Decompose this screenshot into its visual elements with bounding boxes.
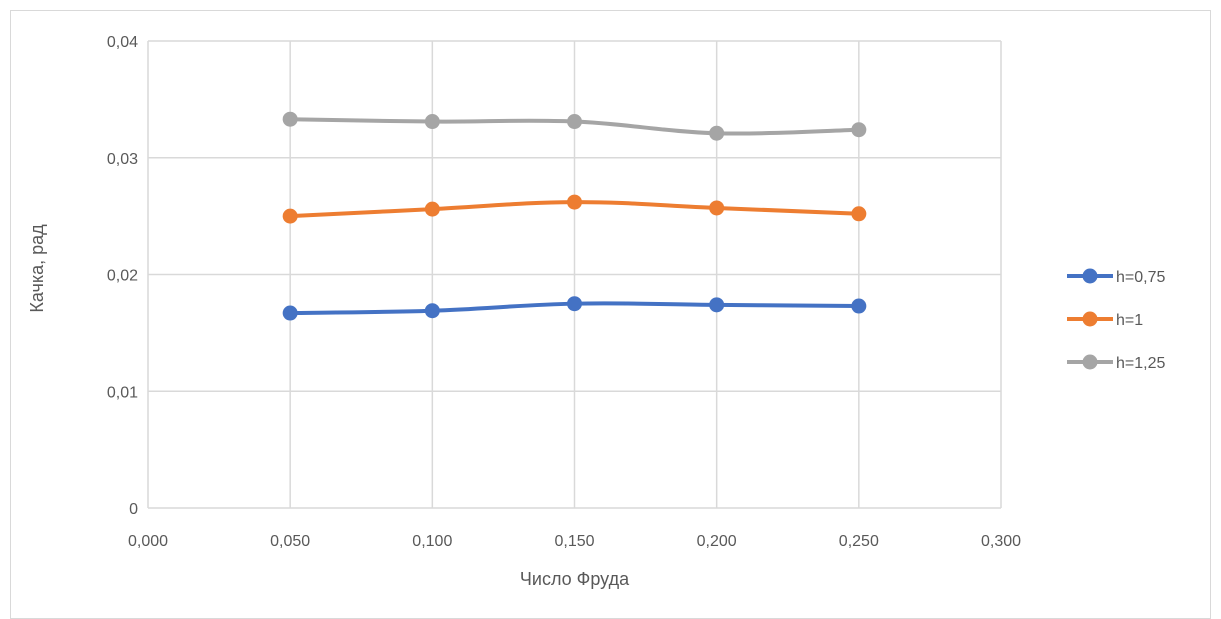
x-tick-label: 0,100: [412, 533, 452, 550]
grid: [147, 40, 1002, 509]
y-axis-title: Качка, рад: [27, 224, 47, 313]
legend-swatch-marker: [1082, 354, 1098, 370]
legend-swatch-marker: [1082, 268, 1098, 284]
legend-item: h=1: [1067, 311, 1143, 329]
x-tick-label: 0,150: [554, 533, 594, 550]
y-tick-label: 0,04: [107, 34, 138, 51]
y-tick-label: 0,02: [107, 268, 138, 285]
legend-item: h=0,75: [1067, 268, 1165, 286]
data-point: [567, 194, 582, 210]
data-point: [282, 111, 298, 127]
x-tick-label: 0,000: [128, 533, 168, 550]
data-point: [567, 296, 582, 312]
legend-swatch-marker: [1082, 311, 1098, 327]
y-tick-label: 0: [129, 501, 138, 518]
data-point: [282, 305, 298, 321]
series-3: [282, 111, 867, 141]
chart-frame: [10, 10, 1211, 619]
data-point: [851, 206, 867, 222]
legend-label: h=1: [1116, 312, 1143, 329]
data-point: [851, 122, 867, 138]
x-tick-label: 0,300: [981, 533, 1021, 550]
data-point: [282, 208, 298, 224]
series-layer: [282, 111, 867, 321]
x-tick-label: 0,050: [270, 533, 310, 550]
data-point: [709, 125, 725, 141]
x-tick-label: 0,250: [839, 533, 879, 550]
x-axis-ticks: 0,000 0,050 0,100 0,150 0,200 0,250 0,300: [128, 533, 1021, 550]
data-point: [424, 114, 440, 130]
y-tick-label: 0,03: [107, 151, 138, 168]
data-point: [424, 303, 440, 319]
data-point: [567, 114, 582, 130]
x-tick-label: 0,200: [697, 533, 737, 550]
data-point: [424, 201, 440, 217]
series-1: [282, 296, 867, 321]
legend-label: h=1,25: [1116, 355, 1165, 372]
legend: h=0,75 h=1 h=1,25: [1067, 268, 1165, 372]
data-point: [709, 297, 725, 313]
data-point: [709, 200, 725, 216]
data-point: [851, 298, 867, 314]
legend-item: h=1,25: [1067, 354, 1165, 372]
x-axis-title: Число Фруда: [520, 569, 630, 589]
series-2: [282, 194, 867, 224]
y-axis-ticks: 0 0,01 0,02 0,03 0,04: [107, 34, 138, 518]
y-tick-label: 0,01: [107, 384, 138, 401]
legend-label: h=0,75: [1116, 269, 1165, 286]
